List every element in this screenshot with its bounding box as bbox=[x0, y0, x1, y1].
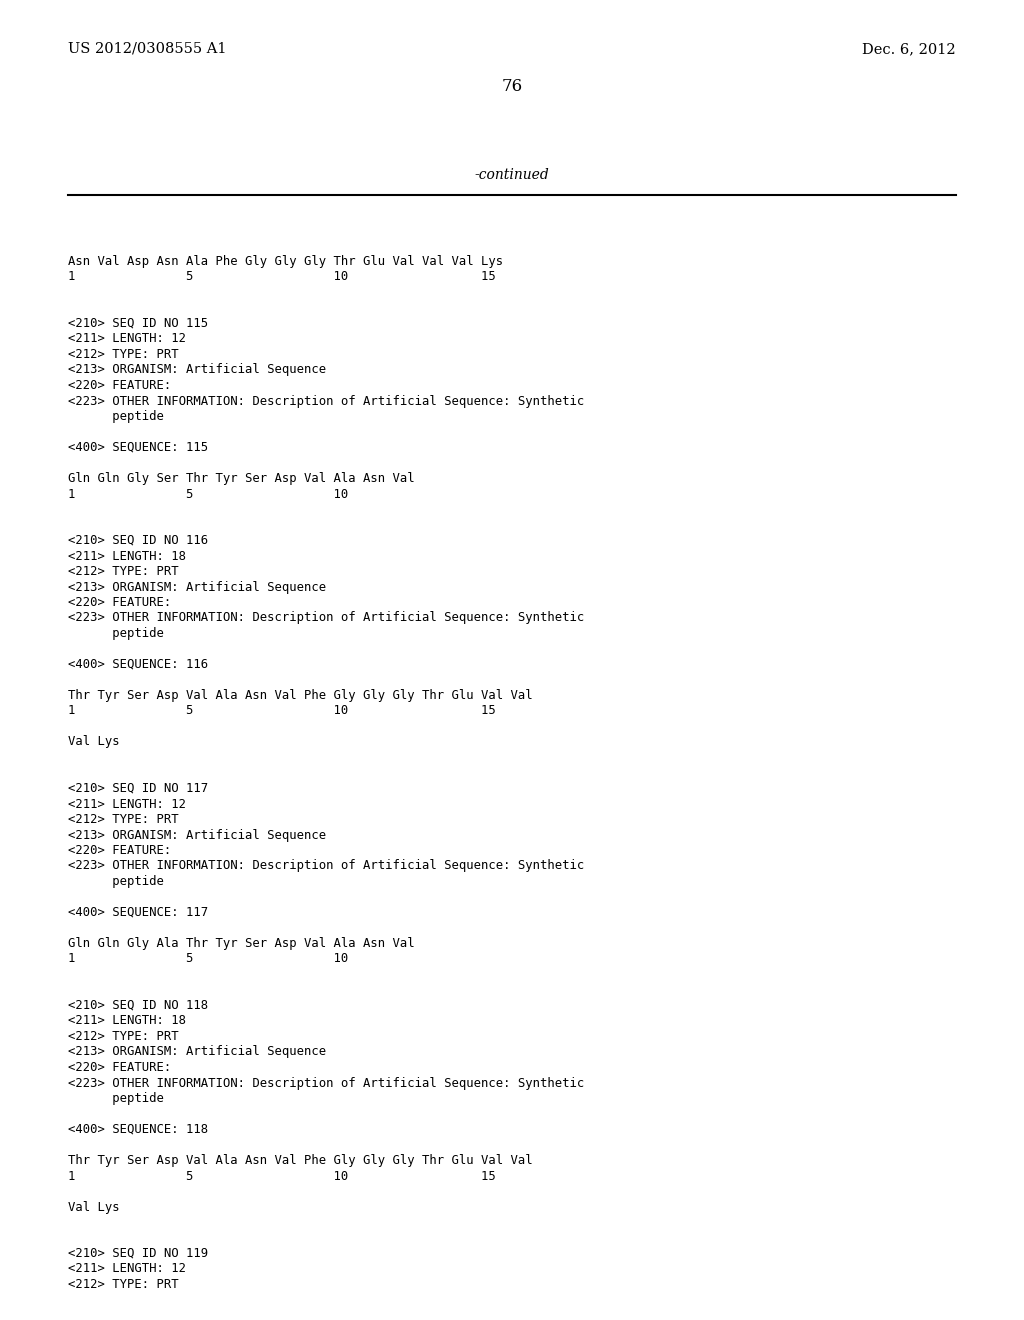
Text: <211> LENGTH: 12: <211> LENGTH: 12 bbox=[68, 333, 186, 346]
Text: <220> FEATURE:: <220> FEATURE: bbox=[68, 1061, 171, 1074]
Text: <211> LENGTH: 18: <211> LENGTH: 18 bbox=[68, 1015, 186, 1027]
Text: <211> LENGTH: 18: <211> LENGTH: 18 bbox=[68, 549, 186, 562]
Text: <223> OTHER INFORMATION: Description of Artificial Sequence: Synthetic: <223> OTHER INFORMATION: Description of … bbox=[68, 859, 585, 873]
Text: <213> ORGANISM: Artificial Sequence: <213> ORGANISM: Artificial Sequence bbox=[68, 581, 326, 594]
Text: peptide: peptide bbox=[68, 627, 164, 640]
Text: 1               5                   10                  15: 1 5 10 15 bbox=[68, 1170, 496, 1183]
Text: <220> FEATURE:: <220> FEATURE: bbox=[68, 843, 171, 857]
Text: 1               5                   10                  15: 1 5 10 15 bbox=[68, 271, 496, 284]
Text: <400> SEQUENCE: 118: <400> SEQUENCE: 118 bbox=[68, 1123, 208, 1137]
Text: <210> SEQ ID NO 117: <210> SEQ ID NO 117 bbox=[68, 781, 208, 795]
Text: Gln Gln Gly Ala Thr Tyr Ser Asp Val Ala Asn Val: Gln Gln Gly Ala Thr Tyr Ser Asp Val Ala … bbox=[68, 937, 415, 950]
Text: <210> SEQ ID NO 116: <210> SEQ ID NO 116 bbox=[68, 535, 208, 546]
Text: <212> TYPE: PRT: <212> TYPE: PRT bbox=[68, 565, 178, 578]
Text: <400> SEQUENCE: 115: <400> SEQUENCE: 115 bbox=[68, 441, 208, 454]
Text: <210> SEQ ID NO 115: <210> SEQ ID NO 115 bbox=[68, 317, 208, 330]
Text: Asn Val Asp Asn Ala Phe Gly Gly Gly Thr Glu Val Val Val Lys: Asn Val Asp Asn Ala Phe Gly Gly Gly Thr … bbox=[68, 255, 503, 268]
Text: <400> SEQUENCE: 117: <400> SEQUENCE: 117 bbox=[68, 906, 208, 919]
Text: 1               5                   10: 1 5 10 bbox=[68, 953, 348, 965]
Text: peptide: peptide bbox=[68, 875, 164, 888]
Text: <213> ORGANISM: Artificial Sequence: <213> ORGANISM: Artificial Sequence bbox=[68, 829, 326, 842]
Text: <223> OTHER INFORMATION: Description of Artificial Sequence: Synthetic: <223> OTHER INFORMATION: Description of … bbox=[68, 1077, 585, 1089]
Text: Thr Tyr Ser Asp Val Ala Asn Val Phe Gly Gly Gly Thr Glu Val Val: Thr Tyr Ser Asp Val Ala Asn Val Phe Gly … bbox=[68, 689, 532, 702]
Text: 1               5                   10                  15: 1 5 10 15 bbox=[68, 705, 496, 718]
Text: Dec. 6, 2012: Dec. 6, 2012 bbox=[862, 42, 956, 55]
Text: <400> SEQUENCE: 116: <400> SEQUENCE: 116 bbox=[68, 657, 208, 671]
Text: US 2012/0308555 A1: US 2012/0308555 A1 bbox=[68, 42, 226, 55]
Text: <210> SEQ ID NO 118: <210> SEQ ID NO 118 bbox=[68, 999, 208, 1012]
Text: Val Lys: Val Lys bbox=[68, 1200, 120, 1213]
Text: <212> TYPE: PRT: <212> TYPE: PRT bbox=[68, 348, 178, 360]
Text: <213> ORGANISM: Artificial Sequence: <213> ORGANISM: Artificial Sequence bbox=[68, 1045, 326, 1059]
Text: <212> TYPE: PRT: <212> TYPE: PRT bbox=[68, 1278, 178, 1291]
Text: <223> OTHER INFORMATION: Description of Artificial Sequence: Synthetic: <223> OTHER INFORMATION: Description of … bbox=[68, 395, 585, 408]
Text: Thr Tyr Ser Asp Val Ala Asn Val Phe Gly Gly Gly Thr Glu Val Val: Thr Tyr Ser Asp Val Ala Asn Val Phe Gly … bbox=[68, 1154, 532, 1167]
Text: <211> LENGTH: 12: <211> LENGTH: 12 bbox=[68, 797, 186, 810]
Text: peptide: peptide bbox=[68, 1092, 164, 1105]
Text: Gln Gln Gly Ser Thr Tyr Ser Asp Val Ala Asn Val: Gln Gln Gly Ser Thr Tyr Ser Asp Val Ala … bbox=[68, 473, 415, 484]
Text: <213> ORGANISM: Artificial Sequence: <213> ORGANISM: Artificial Sequence bbox=[68, 363, 326, 376]
Text: <220> FEATURE:: <220> FEATURE: bbox=[68, 379, 171, 392]
Text: <220> FEATURE:: <220> FEATURE: bbox=[68, 597, 171, 609]
Text: <212> TYPE: PRT: <212> TYPE: PRT bbox=[68, 813, 178, 826]
Text: peptide: peptide bbox=[68, 411, 164, 422]
Text: 1               5                   10: 1 5 10 bbox=[68, 487, 348, 500]
Text: <210> SEQ ID NO 119: <210> SEQ ID NO 119 bbox=[68, 1247, 208, 1261]
Text: <212> TYPE: PRT: <212> TYPE: PRT bbox=[68, 1030, 178, 1043]
Text: 76: 76 bbox=[502, 78, 522, 95]
Text: <223> OTHER INFORMATION: Description of Artificial Sequence: Synthetic: <223> OTHER INFORMATION: Description of … bbox=[68, 611, 585, 624]
Text: Val Lys: Val Lys bbox=[68, 735, 120, 748]
Text: <211> LENGTH: 12: <211> LENGTH: 12 bbox=[68, 1262, 186, 1275]
Text: -continued: -continued bbox=[475, 168, 549, 182]
